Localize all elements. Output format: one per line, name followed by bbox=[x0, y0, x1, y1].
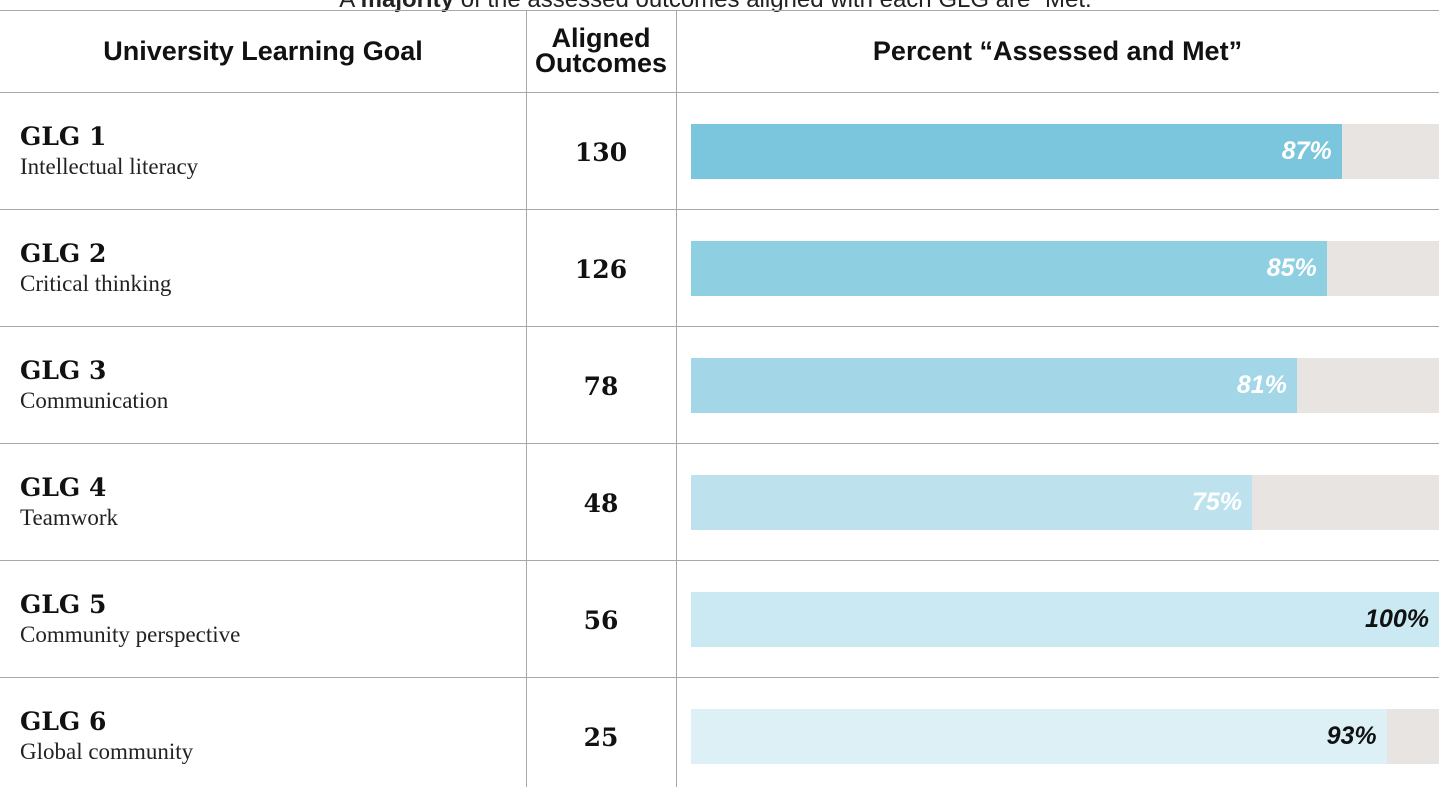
goal-name: GLG 5 bbox=[20, 590, 107, 619]
aligned-outcomes: 130 bbox=[574, 138, 628, 167]
goal-name: GLG 1 bbox=[20, 122, 107, 151]
goal-name: GLG 3 bbox=[20, 356, 107, 385]
row-divider bbox=[0, 560, 1439, 561]
caption-text: of the assessed outcomes aligned with ea… bbox=[454, 0, 1100, 13]
value-label: 100% bbox=[1365, 605, 1429, 633]
goal-name: GLG 4 bbox=[20, 473, 107, 502]
aligned-outcomes: 56 bbox=[583, 606, 619, 635]
table-border bbox=[0, 10, 1439, 11]
value-label: 87% bbox=[1281, 137, 1332, 165]
row-divider bbox=[0, 326, 1439, 327]
caption: A majority of the assessed outcomes alig… bbox=[0, 0, 1439, 14]
column-header: University Learning Goal bbox=[103, 35, 423, 66]
bar bbox=[691, 475, 1252, 530]
bar bbox=[691, 358, 1297, 413]
row-divider bbox=[0, 443, 1439, 444]
caption-emphasis: majority bbox=[361, 0, 454, 13]
value-label: 75% bbox=[1191, 488, 1242, 516]
goal-description: Community perspective bbox=[20, 622, 241, 647]
goal-description: Intellectual literacy bbox=[20, 154, 199, 179]
goal-description: Communication bbox=[20, 388, 169, 413]
bar bbox=[691, 709, 1387, 764]
bar bbox=[691, 124, 1342, 179]
row-divider bbox=[0, 677, 1439, 678]
value-label: 85% bbox=[1266, 254, 1317, 282]
value-label: 93% bbox=[1326, 722, 1377, 750]
aligned-outcomes: 78 bbox=[583, 372, 619, 401]
goal-description: Critical thinking bbox=[20, 271, 172, 296]
caption-text: A bbox=[339, 0, 360, 13]
row-divider bbox=[0, 209, 1439, 210]
goal-description: Global community bbox=[20, 739, 194, 764]
row-divider bbox=[0, 92, 1439, 93]
column-header: Percent “Assessed and Met” bbox=[872, 35, 1243, 66]
aligned-outcomes: 126 bbox=[574, 255, 628, 284]
goal-name: GLG 6 bbox=[20, 707, 107, 736]
goal-name: GLG 2 bbox=[20, 239, 107, 268]
aligned-outcomes: 48 bbox=[583, 489, 619, 518]
bar bbox=[691, 592, 1439, 647]
aligned-outcomes: 25 bbox=[583, 723, 619, 752]
column-divider bbox=[526, 10, 527, 787]
value-label: 81% bbox=[1236, 371, 1287, 399]
column-header: Aligned Outcomes bbox=[534, 23, 668, 78]
goal-description: Teamwork bbox=[20, 505, 119, 530]
column-divider bbox=[676, 10, 677, 787]
bar bbox=[691, 241, 1327, 296]
